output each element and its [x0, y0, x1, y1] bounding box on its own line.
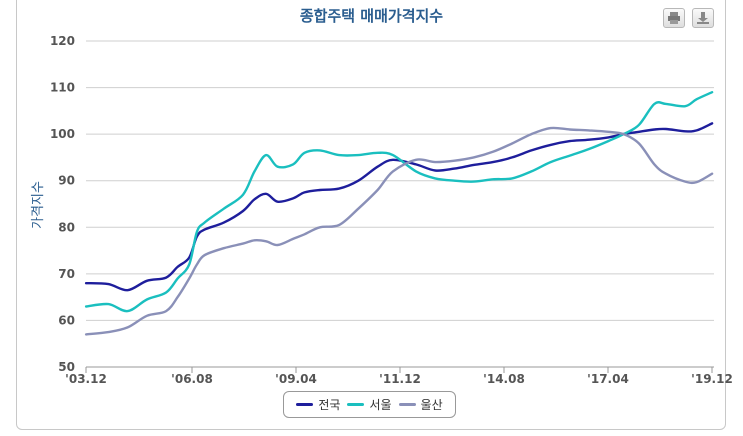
x-tick-label: '09.04	[275, 372, 317, 386]
y-tick-label: 60	[58, 313, 75, 327]
x-tick-label: '14.08	[483, 372, 525, 386]
legend-swatch	[398, 403, 416, 406]
legend: 전국 서울 울산	[283, 391, 456, 418]
y-tick-label: 120	[50, 34, 75, 48]
x-tick-label: '19.12	[691, 372, 733, 386]
legend-label: 서울	[369, 398, 392, 412]
y-tick-label: 100	[50, 127, 75, 141]
x-tick-label: '17.04	[587, 372, 629, 386]
legend-item-3[interactable]: 울산	[398, 396, 443, 413]
series-line-2[interactable]	[84, 91, 714, 313]
download-icon	[697, 12, 709, 24]
chart-title: 종합주택 매매가격지수	[299, 7, 444, 25]
print-button[interactable]	[663, 8, 685, 28]
y-tick-label: 80	[58, 220, 75, 234]
legend-swatch	[347, 403, 365, 406]
download-button[interactable]	[692, 8, 714, 28]
y-tick-label: 110	[50, 81, 75, 95]
chart-frame	[16, 0, 726, 430]
printer-icon	[668, 12, 680, 24]
legend-swatch	[296, 403, 314, 406]
legend-item-1[interactable]: 전국	[296, 396, 340, 413]
legend-label: 울산	[420, 398, 443, 412]
x-tick-label: '03.12	[65, 372, 107, 386]
x-tick-label: '11.12	[379, 372, 421, 386]
series-line-3[interactable]	[84, 126, 714, 336]
legend-label: 전국	[318, 398, 341, 412]
y-tick-label: 50	[58, 360, 75, 374]
legend-item-2[interactable]: 서울	[347, 396, 392, 413]
series-line-1[interactable]	[84, 122, 714, 292]
y-tick-label: 70	[58, 267, 75, 281]
y-tick-label: 90	[58, 174, 75, 188]
y-axis-label: 가격지수	[31, 181, 46, 229]
x-tick-label: '06.08	[171, 372, 213, 386]
